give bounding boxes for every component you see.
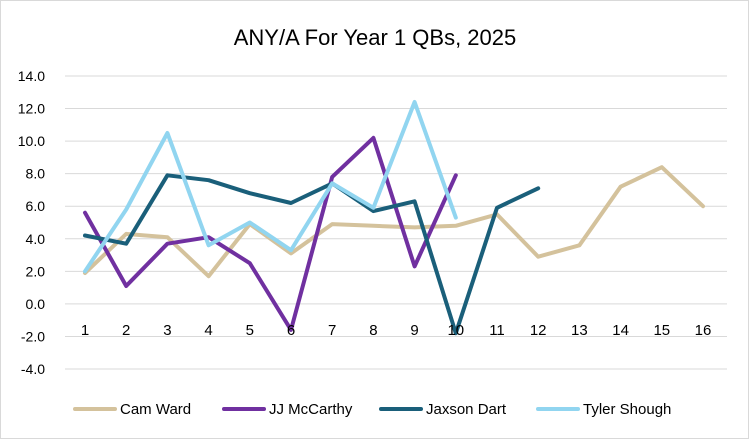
- y-tick-label: 4.0: [26, 231, 46, 247]
- x-tick-label: 15: [653, 322, 670, 339]
- x-tick-label: 8: [369, 322, 377, 339]
- x-tick-label: 9: [410, 322, 418, 339]
- x-tick-label: 12: [530, 322, 547, 339]
- series-line-jaxson-dart: [83, 173, 541, 336]
- x-tick-label: 2: [122, 322, 130, 339]
- legend-label-jj-mccarthy: JJ McCarthy: [269, 401, 353, 418]
- legend-label-jaxson-dart: Jaxson Dart: [426, 401, 507, 418]
- x-tick-label: 16: [695, 322, 712, 339]
- x-tick-label: 1: [81, 322, 89, 339]
- legend: Cam Ward JJ McCarthy Jaxson Dart Tyler Shou…: [73, 401, 671, 418]
- series-line-cam-ward: [83, 165, 705, 279]
- y-tick-label: 12.0: [18, 101, 45, 117]
- series-line-jj-mccarthy: [83, 135, 458, 332]
- y-tick-label: 2.0: [26, 263, 46, 279]
- x-tick-label: 4: [204, 322, 212, 339]
- x-axis-tick-labels: 1 2 3 4 5 6 7 8 9 10 11 12 13 14 15 16: [81, 322, 712, 339]
- y-tick-label: -4.0: [21, 361, 45, 377]
- y-tick-label: 6.0: [26, 198, 46, 214]
- legend-label-cam-ward: Cam Ward: [120, 401, 191, 418]
- x-tick-label: 3: [163, 322, 171, 339]
- series-lines: [83, 100, 705, 336]
- y-tick-label: 14.0: [18, 68, 45, 84]
- x-tick-label: 5: [246, 322, 254, 339]
- series-line-tyler-shough: [83, 100, 458, 274]
- x-tick-label: 10: [447, 322, 464, 339]
- y-tick-label: 8.0: [26, 166, 46, 182]
- x-tick-label: 6: [287, 322, 295, 339]
- x-tick-label: 13: [571, 322, 588, 339]
- y-axis-tick-labels: 14.0 12.0 10.0 8.0 6.0 4.0 2.0 0.0 -2.0 -4.0: [18, 68, 45, 377]
- x-tick-label: 7: [328, 322, 336, 339]
- y-tick-label: 10.0: [18, 133, 45, 149]
- x-tick-label: 11: [489, 322, 505, 339]
- y-tick-label: -2.0: [21, 328, 45, 344]
- y-tick-label: 0.0: [26, 296, 46, 312]
- legend-label-tyler-shough: Tyler Shough: [583, 401, 671, 418]
- chart-title: ANY/A For Year 1 QBs, 2025: [234, 25, 517, 50]
- x-tick-label: 14: [612, 322, 629, 339]
